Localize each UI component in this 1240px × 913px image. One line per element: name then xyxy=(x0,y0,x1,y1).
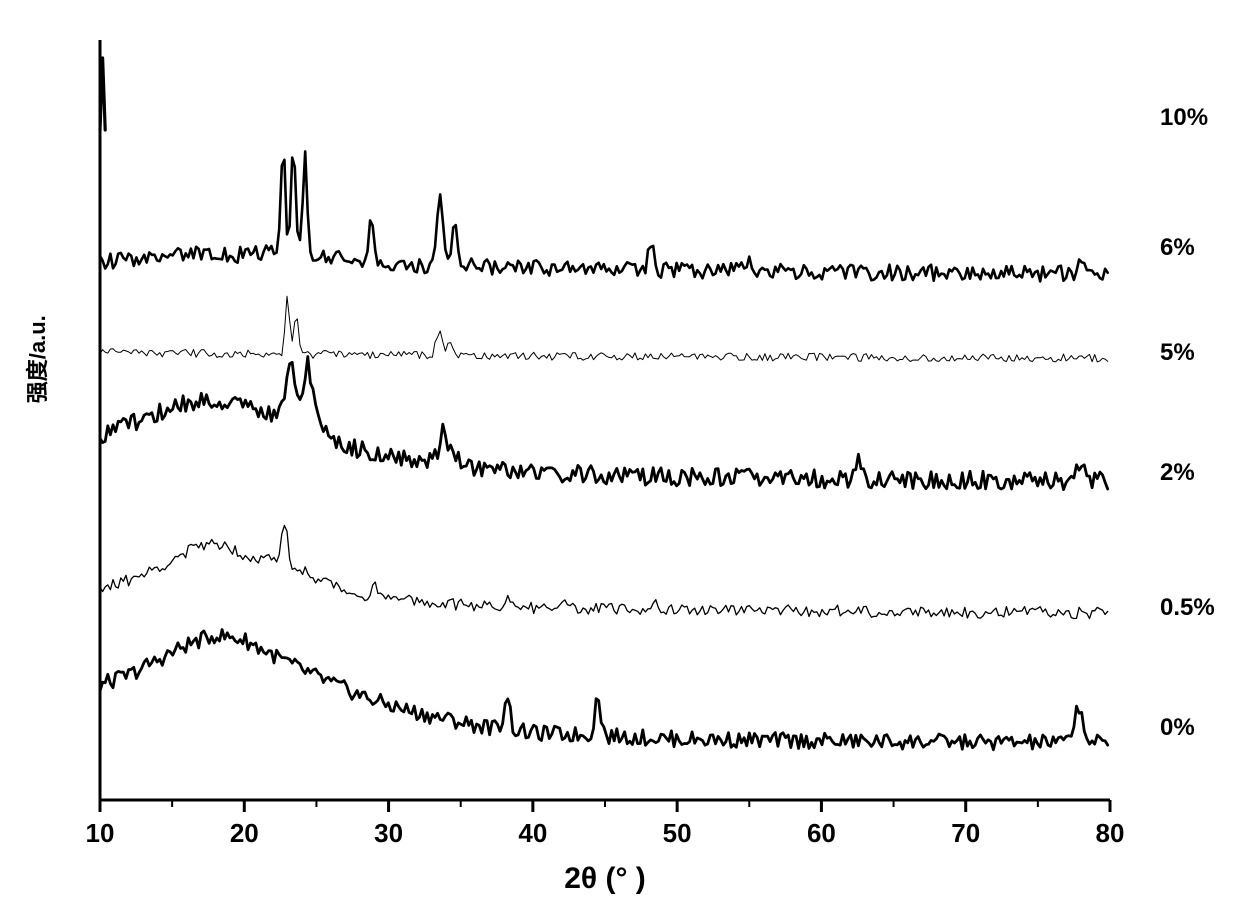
x-tick-label: 60 xyxy=(807,818,836,848)
x-tick-label: 20 xyxy=(230,818,259,848)
x-axis-label: 2θ (° ) xyxy=(564,862,646,895)
series-label-6%: 6% xyxy=(1160,234,1195,261)
x-tick-label: 40 xyxy=(518,818,547,848)
x-tick-label: 30 xyxy=(374,818,403,848)
x-tick-label: 70 xyxy=(951,818,980,848)
series-label-10%: 10% xyxy=(1160,104,1208,131)
series-label-2%: 2% xyxy=(1160,459,1195,486)
y-axis-label: 强度/a.u. xyxy=(25,315,50,403)
x-tick-label: 50 xyxy=(663,818,692,848)
x-tick-label: 10 xyxy=(86,818,115,848)
series-label-0%: 0% xyxy=(1160,714,1195,741)
series-label-0.5%: 0.5% xyxy=(1160,594,1215,621)
xrd-chart: 10 20 30 40 50 60 70 80 2θ (° ) 强度/a.u. 0% 0.5% 2% 5%… xyxy=(0,0,1240,913)
series-label-5%: 5% xyxy=(1160,339,1195,366)
chart-svg: 10 20 30 40 50 60 70 80 2θ (° ) 强度/a.u. 0% 0.5% 2% 5%… xyxy=(0,0,1240,913)
x-tick-label: 80 xyxy=(1096,818,1125,848)
